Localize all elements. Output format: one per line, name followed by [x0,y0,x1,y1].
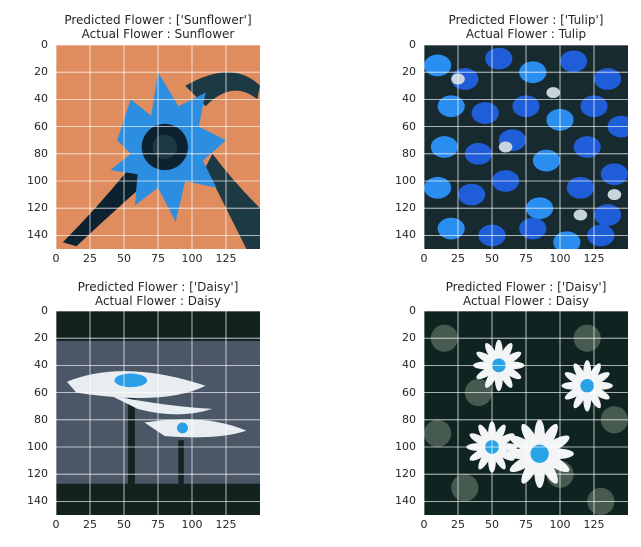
x-tick-label: 0 [52,518,60,531]
image-plot [424,311,628,515]
x-tick-label: 0 [420,252,428,265]
y-tick-label: 20 [34,65,48,79]
y-tick-label: 80 [34,146,48,160]
y-tick-label: 40 [34,358,48,372]
title-actual: Actual Flower : Daisy [462,294,590,308]
y-tick-label: 140 [27,494,48,508]
y-tick-label: 20 [34,331,48,345]
x-tick-label: 50 [485,252,499,265]
y-tick-label: 120 [27,467,48,481]
title-predicted: Predicted Flower : ['Sunflower'] [64,13,252,27]
y-tick-label: 20 [402,331,416,345]
x-tick-label: 100 [549,518,571,531]
y-tick-label: 120 [27,201,48,215]
title-actual: Actual Flower : Sunflower [81,27,235,41]
x-tick-label: 125 [215,252,237,265]
x-tick-label: 75 [519,518,533,531]
x-tick-label: 125 [583,518,605,531]
subplot-title: Predicted Flower : ['Daisy'] Actual Flowe… [376,280,641,308]
subplot-title: Predicted Flower : ['Daisy'] Actual Flowe… [8,280,308,308]
y-tick-label: 100 [27,440,48,453]
y-tick-label: 140 [395,494,416,508]
x-tick-label: 0 [52,252,60,265]
x-tick-label: 75 [151,518,165,531]
x-tick-label: 50 [117,518,131,531]
image-axes [56,45,260,249]
y-tick-label: 60 [402,119,416,133]
title-predicted: Predicted Flower : ['Tulip'] [448,13,604,27]
x-tick-label: 125 [215,518,237,531]
x-tick-label: 50 [485,518,499,531]
title-predicted: Predicted Flower : ['Daisy'] [445,280,607,294]
y-tick-label: 100 [27,174,48,187]
y-tick-label: 80 [402,412,416,426]
image-axes [424,45,628,249]
image-plot [56,311,260,515]
y-tick-label: 80 [402,146,416,160]
y-tick-label: 100 [395,440,416,453]
title-actual: Actual Flower : Tulip [465,27,587,41]
x-tick-label: 100 [181,252,203,265]
y-tick-label: 100 [395,174,416,187]
y-tick-label: 20 [402,65,416,79]
title-actual: Actual Flower : Daisy [94,294,222,308]
y-tick-label: 80 [34,412,48,426]
y-tick-label: 120 [395,201,416,215]
title-predicted: Predicted Flower : ['Daisy'] [77,280,239,294]
y-tick-label: 40 [402,358,416,372]
x-tick-label: 0 [420,518,428,531]
y-tick-label: 120 [395,467,416,481]
image-plot [56,45,260,249]
x-tick-label: 100 [181,518,203,531]
y-tick-label: 140 [395,228,416,242]
y-tick-label: 40 [402,92,416,106]
y-tick-label: 0 [409,38,416,51]
y-tick-label: 140 [27,228,48,242]
y-tick-label: 60 [34,385,48,399]
subplot-title: Predicted Flower : ['Sunflower'] Actual F… [8,13,308,41]
x-tick-label: 25 [451,518,465,531]
x-tick-label: 50 [117,252,131,265]
y-tick-label: 60 [402,385,416,399]
y-tick-label: 0 [41,38,48,51]
y-tick-label: 0 [41,304,48,317]
x-tick-label: 25 [83,252,97,265]
y-tick-label: 40 [34,92,48,106]
image-axes [424,311,628,515]
x-tick-label: 25 [451,252,465,265]
subplot-title: Predicted Flower : ['Tulip'] Actual Flowe… [376,13,641,41]
image-plot [424,45,628,249]
x-tick-label: 75 [151,252,165,265]
y-tick-label: 60 [34,119,48,133]
x-tick-label: 25 [83,518,97,531]
x-tick-label: 125 [583,252,605,265]
x-tick-label: 75 [519,252,533,265]
x-tick-label: 100 [549,252,571,265]
y-tick-label: 0 [409,304,416,317]
image-axes [56,311,260,515]
